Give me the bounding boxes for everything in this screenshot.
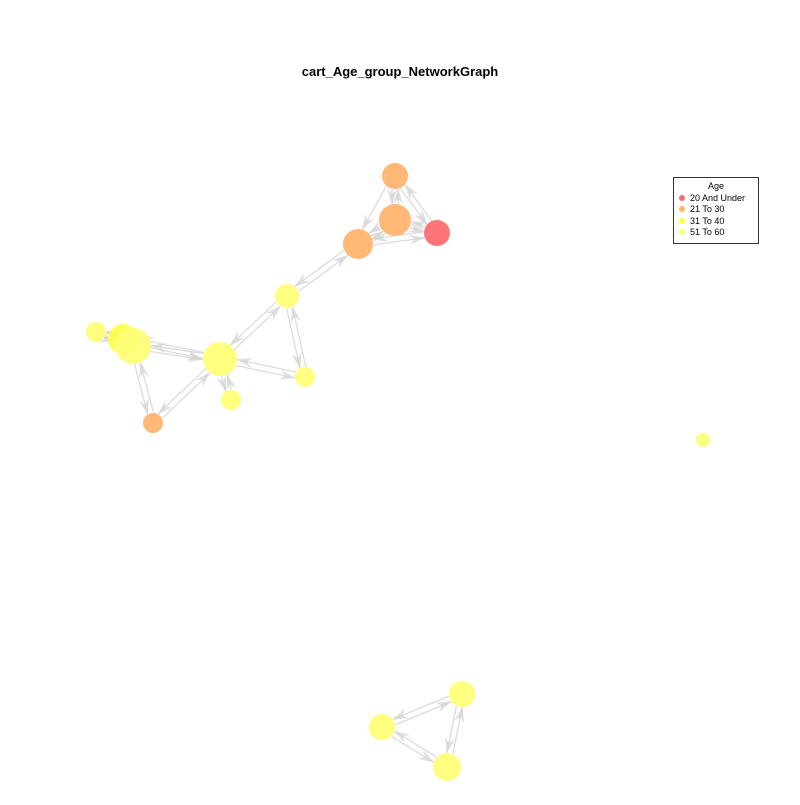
legend-item-20-and-under: 20 And Under <box>674 192 758 204</box>
graph-edge <box>391 695 450 720</box>
legend-item-21-to-30: 21 To 30 <box>674 204 758 216</box>
graph-node <box>221 390 241 410</box>
graph-edge <box>233 305 282 351</box>
legend-swatch-icon <box>679 229 685 236</box>
graph-edge <box>236 357 296 373</box>
graph-edge <box>407 222 425 233</box>
graph-edge <box>404 183 433 222</box>
legend-swatch-icon <box>679 217 685 224</box>
edges-layer <box>91 183 465 763</box>
graph-edge <box>161 372 211 419</box>
graph-node <box>275 284 299 308</box>
graph-edge <box>373 234 426 246</box>
legend-label: 21 To 30 <box>690 204 725 215</box>
graph-node <box>696 433 710 447</box>
graph-edge <box>394 701 453 726</box>
graph-edge <box>286 308 302 369</box>
nodes-layer <box>86 163 710 781</box>
graph-edge <box>391 735 435 763</box>
graph-node <box>379 204 411 236</box>
graph-edge <box>368 220 385 234</box>
legend-title: Age <box>707 181 724 191</box>
graph-edge <box>139 361 155 413</box>
graph-title: cart_Age_group_NetworkGraph <box>301 64 499 79</box>
legend-item-51-to-60: 51 To 60 <box>674 227 758 239</box>
legend: Age 20 And Under 21 To 30 31 To 40 51 To… <box>673 177 759 244</box>
graph-node <box>449 681 475 707</box>
graph-edge <box>229 301 277 346</box>
graph-node <box>424 220 450 246</box>
graph-edge <box>216 375 227 393</box>
graph-edge <box>294 249 345 288</box>
graph-edge <box>290 306 307 367</box>
legend-swatch-icon <box>679 206 685 213</box>
legend-label: 31 To 40 <box>690 215 725 226</box>
graph-node <box>295 367 315 387</box>
graph-node <box>203 342 237 376</box>
graph-node <box>382 163 408 189</box>
graph-node <box>86 322 106 342</box>
graph-edge <box>410 221 428 232</box>
graph-edge <box>393 730 437 758</box>
legend-item-31-to-40: 31 To 40 <box>674 215 758 227</box>
graph-node <box>433 753 461 781</box>
graph-node <box>343 229 373 259</box>
graph-edge <box>452 706 465 755</box>
graph-node <box>369 714 395 740</box>
legend-swatch-icon <box>679 194 685 201</box>
graph-edge <box>133 364 149 416</box>
graph-edge <box>105 330 123 341</box>
legend-label: 20 And Under <box>690 192 746 203</box>
graph-edge <box>235 364 296 380</box>
graph-edge <box>361 185 387 231</box>
graph-edge <box>157 368 207 415</box>
graph-edge <box>226 373 236 391</box>
graph-node <box>115 328 151 364</box>
legend-label: 51 To 60 <box>690 227 725 238</box>
graph-edge <box>298 254 349 292</box>
graph-node <box>143 413 163 433</box>
